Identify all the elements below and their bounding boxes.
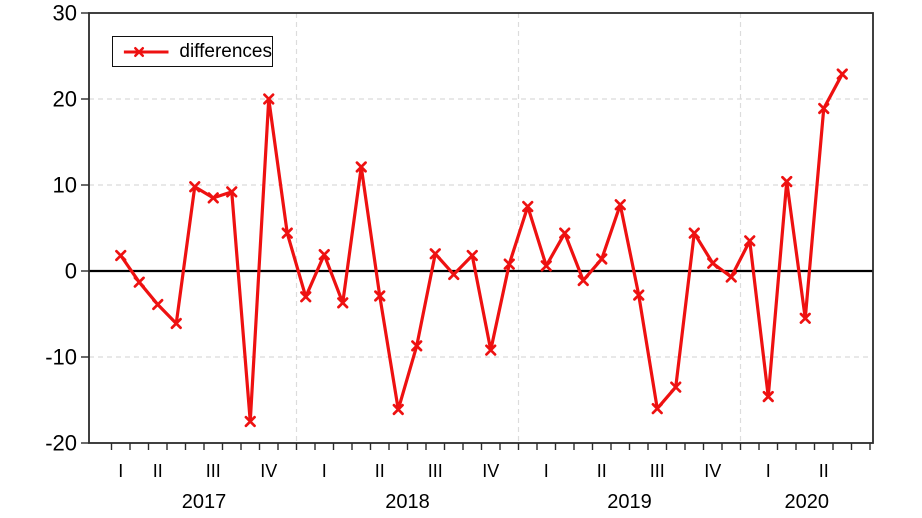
data-point-marker: [725, 271, 737, 283]
data-point-marker: [355, 161, 367, 173]
quarter-label: IV: [704, 461, 721, 481]
quarter-label: I: [118, 461, 123, 481]
quarter-label: II: [375, 461, 385, 481]
data-point-marker: [577, 274, 589, 287]
data-point-marker: [226, 186, 238, 198]
quarter-label: I: [544, 461, 549, 481]
data-point-marker: [189, 181, 201, 193]
data-point-marker: [337, 297, 349, 309]
data-point-marker: [633, 289, 645, 301]
y-tick-label: -20: [45, 431, 77, 456]
data-point-marker: [170, 317, 182, 330]
data-point-marker: [596, 253, 608, 265]
data-point-marker: [281, 227, 293, 239]
y-tick-label: 20: [53, 87, 77, 112]
y-tick-label: 10: [53, 173, 77, 198]
data-point-marker: [300, 291, 312, 303]
data-point-marker: [559, 227, 571, 239]
quarter-label: IV: [260, 461, 277, 481]
data-point-marker: [836, 68, 848, 80]
data-point-marker: [115, 249, 127, 262]
quarter-label: II: [819, 461, 829, 481]
data-point-marker: [411, 340, 423, 352]
quarter-label: II: [153, 461, 163, 481]
year-label: 2020: [785, 491, 830, 513]
data-point-marker: [392, 403, 404, 416]
data-point-marker: [152, 298, 164, 311]
year-label: 2018: [385, 491, 430, 513]
data-point-marker: [374, 290, 386, 302]
quarter-label: III: [650, 461, 665, 481]
data-point-marker: [799, 312, 811, 324]
chart-legend: differences: [112, 36, 273, 67]
quarter-label: II: [597, 461, 607, 481]
quarter-label: III: [428, 461, 443, 481]
quarter-label: III: [206, 461, 221, 481]
year-label: 2017: [182, 491, 227, 513]
data-point-marker: [466, 249, 478, 262]
data-point-marker: [503, 258, 515, 270]
legend-line-marker-icon: [123, 46, 169, 57]
data-point-marker: [485, 344, 497, 356]
data-point-marker: [244, 415, 256, 428]
data-point-marker: [318, 249, 330, 261]
data-point-marker: [670, 381, 682, 393]
data-point-marker: [688, 227, 700, 239]
data-point-marker: [744, 235, 756, 247]
y-tick-label: 30: [53, 1, 77, 26]
data-point-marker: [781, 175, 793, 188]
quarter-label: IV: [482, 461, 499, 481]
data-point-marker: [762, 390, 774, 403]
data-point-marker: [207, 192, 219, 204]
data-point-marker: [448, 268, 460, 281]
y-tick-label: 0: [65, 259, 77, 284]
legend-label: differences: [179, 41, 272, 62]
data-point-marker: [614, 199, 626, 211]
data-point-marker: [429, 248, 441, 260]
data-point-marker: [651, 402, 663, 415]
quarter-label: I: [322, 461, 327, 481]
data-point-marker: [707, 257, 719, 269]
y-tick-label: -10: [45, 345, 77, 370]
plot-frame: [88, 12, 874, 444]
data-point-marker: [263, 93, 275, 105]
data-point-marker: [133, 276, 145, 288]
series-line: [119, 72, 844, 424]
data-point-marker: [522, 200, 534, 213]
quarter-label: I: [766, 461, 771, 481]
data-point-marker: [818, 102, 830, 115]
year-label: 2019: [607, 491, 652, 513]
data-point-marker: [540, 260, 552, 272]
